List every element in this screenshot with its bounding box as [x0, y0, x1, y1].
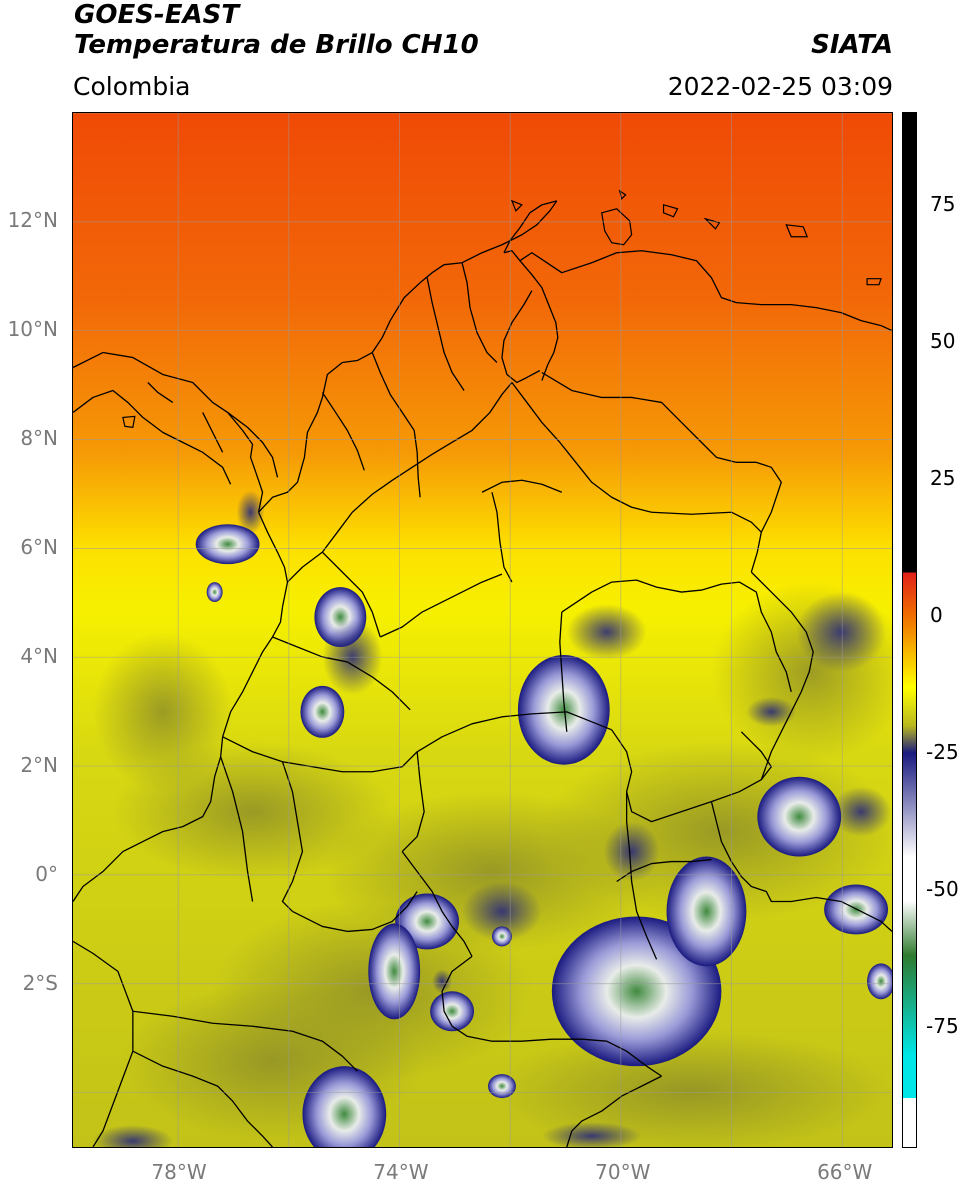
subtitle-timestamp: 2022-02-25 03:09: [667, 72, 893, 101]
colorbar-tick-label: 25: [930, 466, 956, 491]
colorbar-tick-label: 75: [930, 192, 956, 217]
islands: [122, 189, 882, 429]
longitude-label: 70°W: [595, 1160, 651, 1184]
latitude-label: 6°N: [20, 535, 58, 560]
longitude-label: 78°W: [151, 1160, 207, 1184]
satellite-map[interactable]: [72, 112, 893, 1148]
latitude-label: 8°N: [20, 426, 58, 451]
longitude-label: 74°W: [373, 1160, 429, 1184]
latitude-label: 2°N: [20, 753, 58, 778]
title-agency: SIATA: [811, 30, 893, 60]
title-satellite: GOES-EAST: [74, 0, 240, 30]
colorbar-tick-label: 0: [930, 603, 943, 628]
subtitle-region: Colombia: [73, 72, 191, 101]
colorbar: [902, 112, 917, 1148]
colorbar-tick-label: -50: [926, 877, 959, 902]
colorbar-tick-label: -75: [926, 1014, 959, 1039]
latitude-label: 2°S: [22, 971, 58, 996]
storm-cells: [92, 490, 892, 1147]
latitude-label: 4°N: [20, 644, 58, 669]
longitude-label: 66°W: [817, 1160, 873, 1184]
colorbar-tick-label: -25: [926, 740, 959, 765]
latitude-label: 10°N: [7, 317, 58, 342]
coastlines-borders: [73, 200, 892, 1147]
colorbar-tick-label: 50: [930, 329, 956, 354]
latitude-label: 12°N: [7, 208, 58, 233]
latitude-label: 0°: [35, 862, 58, 887]
lat-lon-grid: [73, 113, 892, 1147]
map-canvas: [73, 113, 892, 1147]
title-product: Temperatura de Brillo CH10: [74, 30, 479, 60]
